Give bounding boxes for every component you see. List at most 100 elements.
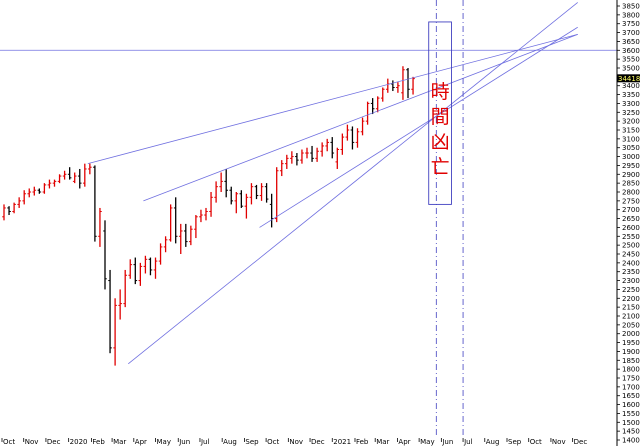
price-bar [27,188,32,198]
x-tick-label: Apr [398,438,410,446]
y-tick-label: 30500 [622,144,640,152]
x-tick-label: Oct [267,438,279,446]
y-tick-label: 31000 [622,135,640,143]
price-bar [234,192,239,214]
price-bar [173,197,178,244]
annotation-rect [428,21,452,205]
y-tick-label: 30000 [622,153,640,161]
price-bar [295,153,299,166]
y-tick-label: 25000 [622,242,640,250]
y-tick-label: 18500 [622,357,640,365]
y-tick-label: 35500 [622,56,640,64]
price-bar [133,257,138,285]
trend-line [143,33,578,202]
last-price-tag [617,74,640,83]
y-tick-label: 33000 [622,100,640,108]
y-tick-label: 23000 [622,277,640,285]
price-bar [42,183,47,194]
x-tick-label: Jun [441,438,453,446]
price-bar [93,165,97,242]
y-tick-label: 38500 [622,3,640,11]
y-tick-label: 20000 [622,330,640,338]
price-bar [178,223,183,254]
price-bar [380,87,385,102]
price-bar [335,147,340,169]
y-tick-label: 36500 [622,38,640,46]
price-bar [77,168,82,189]
price-bar [239,190,244,208]
price-bar [158,243,163,265]
price-bar [113,298,117,366]
x-tick-label: Mar [376,438,389,446]
price-bar [128,259,133,279]
price-bar [98,207,102,247]
y-tick-label: 21500 [622,304,640,312]
price-bar [163,236,168,253]
y-tick-label: 26000 [622,224,640,232]
price-bar [325,138,329,152]
trend-lines [0,0,617,438]
y-tick-label: 21000 [622,313,640,321]
x-tick-label: May [420,438,434,446]
price-bar [189,225,193,246]
annotation-char: 亡 [431,156,450,178]
x-tick-label: Feb [92,438,105,446]
price-bar [249,183,254,205]
price-bar [143,255,148,274]
x-tick-label: Sep [508,438,522,446]
y-tick-label: 22000 [622,295,640,303]
y-tick-label: 37500 [622,20,640,28]
y-tick-label: 22500 [622,286,640,294]
price-bar [396,82,400,93]
trend-line [259,26,578,228]
y-tick-label: 31500 [622,127,640,135]
price-bar [305,147,309,159]
y-tick-label: 27000 [622,206,640,214]
annotation-char: 凶 [431,131,450,153]
price-bar [184,223,188,247]
y-tick-label: 24000 [622,259,640,267]
y-tick-label: 18000 [622,366,640,374]
y-tick-label: 33500 [622,91,640,99]
price-bar [279,160,284,177]
x-tick-label: 2021 [333,438,351,446]
annotation-char: 間 [431,106,450,128]
y-tick-label: 26500 [622,215,640,223]
x-tick-label: Nov [289,438,303,446]
y-tick-label: 25500 [622,233,640,241]
x-tick-label: Dec [574,438,588,446]
y-tick-label: 28000 [622,189,640,197]
x-tick-label: Sep [245,438,259,446]
y-tick-label: 15500 [622,410,640,418]
price-bar [290,151,294,164]
price-bar [411,76,415,95]
x-tick-label: May [157,438,171,446]
price-bar [244,193,249,219]
y-tick-label: 28500 [622,180,640,188]
price-bar [194,215,198,239]
price-bar [62,170,67,180]
x-tick-label: Aug [223,438,237,446]
y-tick-label: 15000 [622,419,640,427]
x-tick-label: Jul [200,438,210,446]
price-bar [123,269,127,308]
price-bar [340,133,345,155]
price-bar [22,190,26,205]
price-bar [365,101,370,125]
price-bars [2,66,415,366]
x-tick-label: Dec [47,438,61,446]
price-bar [57,174,62,184]
price-bar [310,145,314,162]
price-bar [209,192,213,217]
price-bar [274,167,279,223]
price-bar [67,167,72,180]
trend-line [87,33,578,165]
y-tick-label: 19000 [622,348,640,356]
price-bar [315,147,319,162]
price-bar [219,172,223,192]
price-bar [406,68,410,99]
price-bar [7,206,11,216]
price-bar [370,98,375,115]
price-bar [375,96,380,113]
